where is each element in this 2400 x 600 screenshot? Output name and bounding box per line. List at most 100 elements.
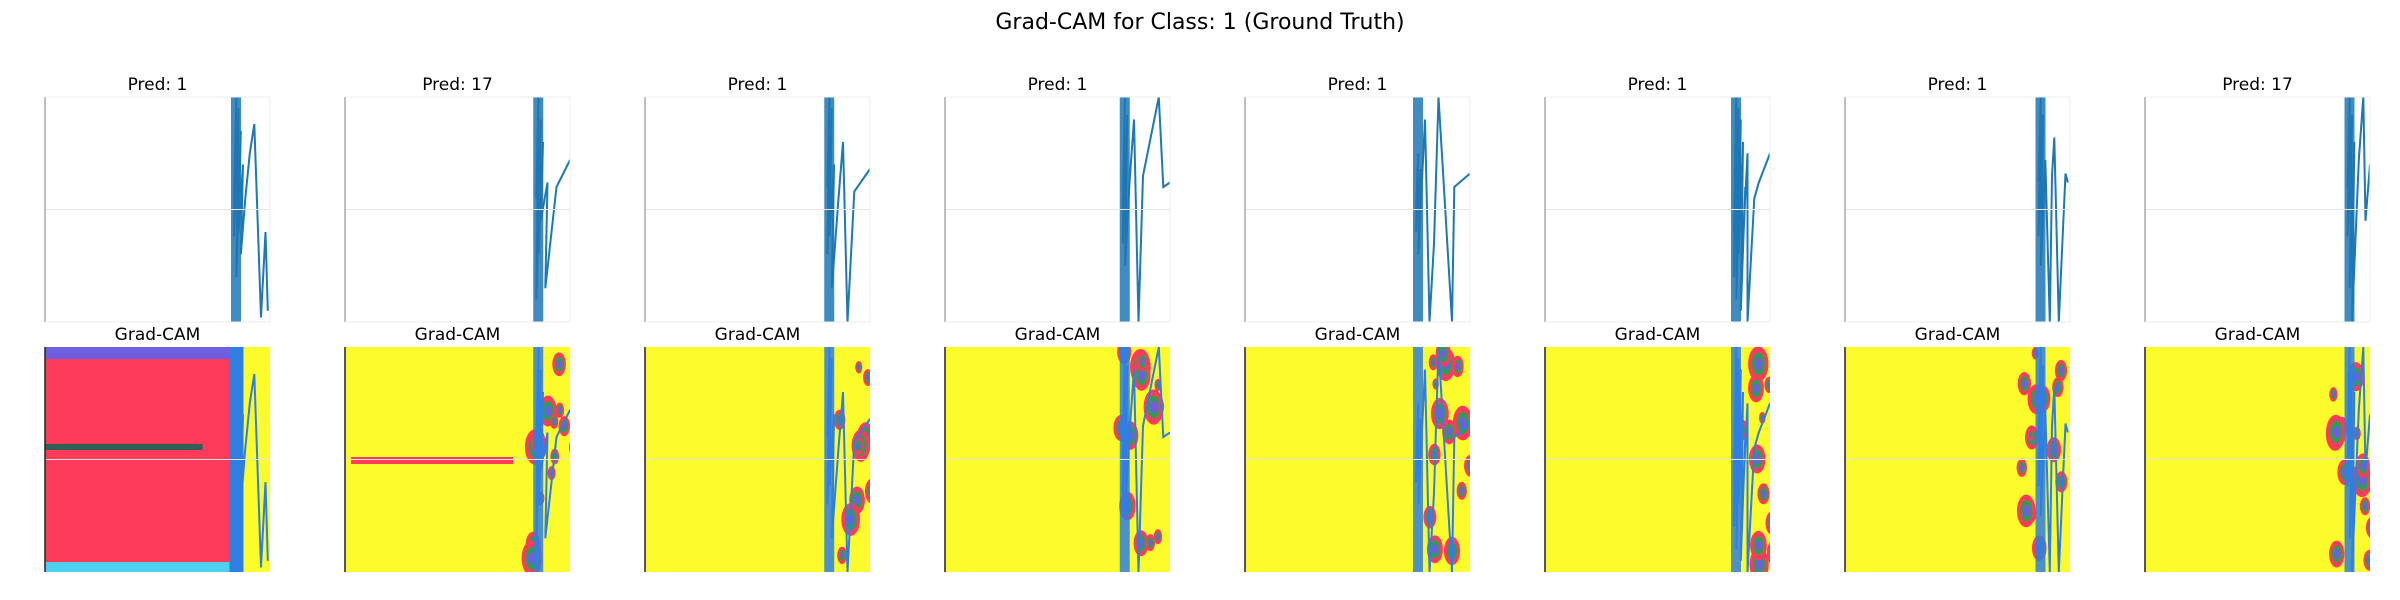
heatmap-blob [568, 442, 570, 453]
heatmap-blob-center [869, 488, 870, 494]
heatmap-blob-center [2333, 549, 2340, 559]
heatmap-blob-center [2360, 461, 2366, 471]
heatmap-blob [873, 444, 883, 461]
heatmap-blob-center [866, 374, 870, 381]
heatmap-blob-center [854, 495, 860, 506]
heatmap-blob-center [876, 450, 880, 456]
heatmap-blob [1779, 488, 1788, 503]
heatmap-blob-center [1149, 400, 1158, 414]
panel-frame [944, 96, 1171, 323]
heatmap-blob-center [1754, 453, 1761, 465]
panel-frame [644, 96, 871, 323]
heatmap-blob-center [1156, 382, 1160, 388]
heatmap-blob-center [1780, 484, 1787, 495]
pred-panel-1: Pred: 1 [44, 75, 271, 323]
heatmap-blob-core [878, 413, 886, 427]
pred-panel-6: Pred: 1 [1544, 75, 1771, 323]
heatmap-hot-streak [351, 457, 513, 464]
panel-title: Pred: 1 [1628, 75, 1688, 95]
panel-frame [2144, 96, 2371, 323]
heatmap-blob [864, 479, 870, 504]
panel-title: Grad-CAM [415, 325, 501, 345]
heatmap-band-bottom [45, 562, 230, 572]
panel-frame [1844, 96, 2071, 323]
heatmap-blob [1774, 474, 1792, 506]
panel-title: Grad-CAM [1015, 325, 1101, 345]
heatmap-blob [1766, 542, 1770, 564]
heatmap-blob-center [1755, 558, 1763, 571]
heatmap-blob-center [2369, 525, 2370, 530]
panel-frame [1544, 96, 1771, 323]
heatmap-blob-center [1148, 539, 1153, 546]
heatmap-blob [875, 409, 888, 431]
figure-suptitle: Grad-CAM for Class: 1 (Ground Truth) [995, 10, 1404, 35]
pred-panel-2: Pred: 17 [344, 75, 571, 323]
heatmap-blob-center [879, 416, 884, 424]
panel-plot-area [2145, 97, 2370, 322]
heatmap-blob-center [1780, 461, 1783, 465]
panel-plot-area [1245, 347, 1470, 572]
heatmap-blob-center [1769, 521, 1770, 525]
pred-panel-3: Pred: 1 [644, 75, 871, 323]
panel-title: Grad-CAM [1915, 325, 2001, 345]
heatmap-blob-center [2367, 556, 2370, 565]
heatmap-blob [2365, 517, 2370, 538]
pred-panel-8: Pred: 17 [2144, 75, 2371, 323]
heatmap-blob-core [1777, 480, 1788, 501]
panel-plot-area [945, 97, 1170, 322]
heatmap-blob-center [1455, 362, 1460, 371]
panel-frame [44, 96, 271, 323]
heatmap-blob-center [1781, 493, 1784, 498]
pred-panel-4: Pred: 1 [944, 75, 1171, 323]
heatmap-blob-center [1459, 416, 1467, 430]
heatmap-blob-center [856, 442, 861, 450]
heatmap-blob-center [1760, 415, 1764, 420]
panel-title: Pred: 1 [1928, 75, 1988, 95]
heatmap-blob-center [1755, 540, 1762, 551]
heatmap-blob-center [1767, 382, 1770, 388]
heatmap-blob-core [876, 545, 888, 566]
pred-panel-5: Pred: 1 [1244, 75, 1471, 323]
heatmap-blob-core [1780, 459, 1784, 467]
panel-title: Pred: 1 [128, 75, 188, 95]
heatmap-blob-center [840, 552, 844, 559]
heatmap-blob-center [2055, 383, 2060, 391]
heatmap-blob [2367, 475, 2370, 493]
panel-plot-area [945, 347, 1170, 572]
heatmap-blob-center [2058, 366, 2064, 375]
gradcam-panel-8: Grad-CAM [2144, 325, 2370, 572]
heatmap-blob-center [552, 418, 556, 425]
heatmap-blob-center [2021, 379, 2027, 388]
panel-title: Grad-CAM [1315, 325, 1401, 345]
panel-plot-area [1845, 347, 2070, 572]
heatmap-blob-center [2363, 503, 2368, 510]
heatmap-blob-center [1446, 427, 1452, 437]
panel-plot-area [1545, 347, 1792, 572]
heatmap-blob [1464, 454, 1470, 477]
gradcam-panel-5: Grad-CAM [1244, 325, 1470, 572]
heatmap-blob-center [1138, 369, 1145, 381]
panel-frame [344, 96, 571, 323]
heatmap-blob-center [1431, 544, 1438, 555]
heatmap-blob-center [1434, 382, 1437, 387]
heatmap-blob-center [2029, 432, 2032, 437]
heatmap-blob-center [1467, 461, 1470, 470]
heatmap-blob-center [1440, 348, 1447, 359]
panel-title: Pred: 1 [1028, 75, 1088, 95]
heatmap-blob-center [1156, 534, 1160, 540]
panel-title: Grad-CAM [2215, 325, 2301, 345]
panel-title: Grad-CAM [715, 325, 801, 345]
gradcam-panel-4: Grad-CAM [944, 325, 1170, 572]
heatmap-blob-center [879, 550, 886, 562]
heatmap-blob-center [2019, 464, 2024, 472]
heatmap-blob-center [1771, 548, 1776, 557]
heatmap-blob-center [1753, 383, 1759, 394]
heatmap-blob-center [544, 405, 552, 417]
panel-plot-area [1545, 97, 1770, 322]
heatmap-blob [873, 539, 892, 572]
heatmap-band-mid [45, 444, 203, 450]
heatmap-blob-center [2332, 425, 2340, 439]
heatmap-blob-core [875, 447, 881, 458]
panel-plot-area [1845, 97, 2070, 322]
